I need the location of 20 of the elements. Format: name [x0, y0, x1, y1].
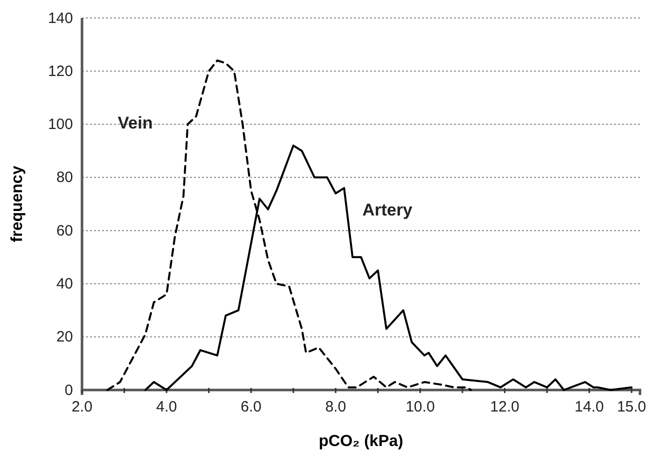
y-tick-label: 20 — [56, 328, 73, 346]
x-tick-label: 10.0 — [406, 398, 435, 416]
x-tick-label: 8.0 — [325, 398, 346, 416]
y-axis-title: frequency — [9, 166, 26, 242]
x-tick-label: 6.0 — [240, 398, 262, 416]
y-tick-label: 100 — [48, 116, 73, 134]
series-label: Artery — [362, 200, 413, 220]
y-tick-label: 0 — [64, 382, 73, 399]
y-tick-label: 40 — [56, 276, 73, 293]
x-tick-label: 2.0 — [72, 398, 92, 416]
x-tick-label: 12.0 — [490, 398, 520, 416]
x-tick-label: 4.0 — [156, 398, 177, 416]
x-axis-title: pCO₂ (kPa) — [318, 433, 404, 450]
text: Vein — [118, 114, 153, 133]
y-tick-label: 60 — [56, 222, 73, 240]
y-tick-label: 140 — [48, 10, 73, 27]
x-tick-label: 15.0 — [616, 398, 646, 416]
x-tick-label: 14.0 — [574, 398, 604, 416]
y-tick-label: 80 — [56, 169, 73, 186]
y-tick-label: 120 — [48, 62, 73, 80]
